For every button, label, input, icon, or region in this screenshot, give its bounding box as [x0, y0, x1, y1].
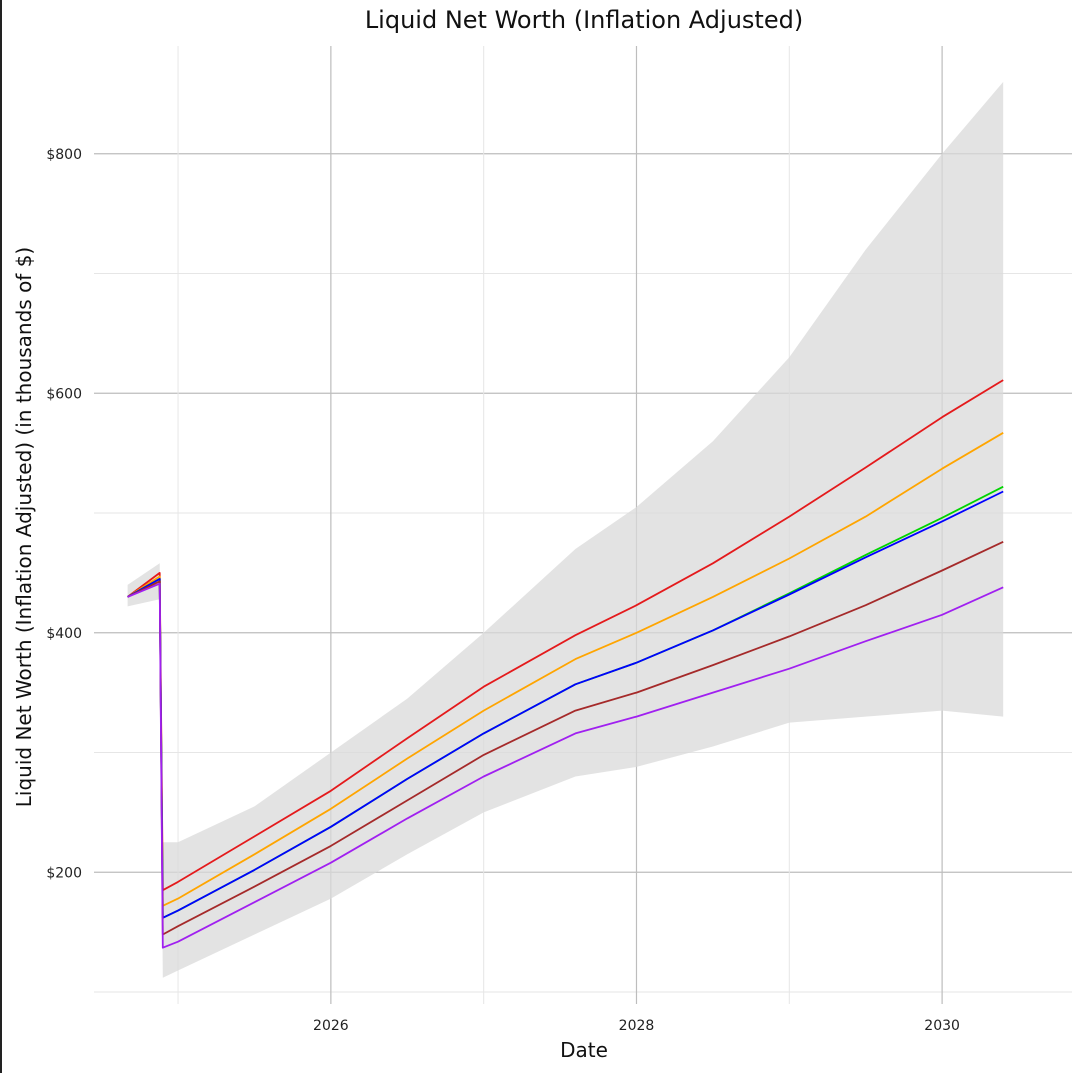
simulation-band: [127, 81, 1004, 978]
y-axis-label: Liquid Net Worth (Inflation Adjusted) (i…: [12, 247, 36, 807]
series-line-0: [127, 379, 1004, 892]
series-line-5: [127, 582, 1004, 949]
y-tick-label: $400: [46, 626, 82, 642]
tick-labels: $200 $400 $600 $800 2026 2028 2030: [46, 147, 960, 1034]
simulation-envelope: [127, 81, 1004, 978]
x-axis-label: Date: [560, 1038, 608, 1062]
series-line-1: [127, 432, 1004, 907]
series-lines: [127, 379, 1004, 949]
x-tick-label: 2028: [619, 1018, 655, 1034]
series-line-3: [127, 490, 1004, 919]
y-tick-label: $200: [46, 865, 82, 881]
chart-title: Liquid Net Worth (Inflation Adjusted): [365, 6, 803, 34]
y-tick-label: $600: [46, 386, 82, 402]
series-line-4: [127, 540, 1004, 936]
y-tick-label: $800: [46, 147, 82, 163]
x-tick-label: 2026: [313, 1018, 349, 1034]
x-tick-label: 2030: [924, 1018, 960, 1034]
